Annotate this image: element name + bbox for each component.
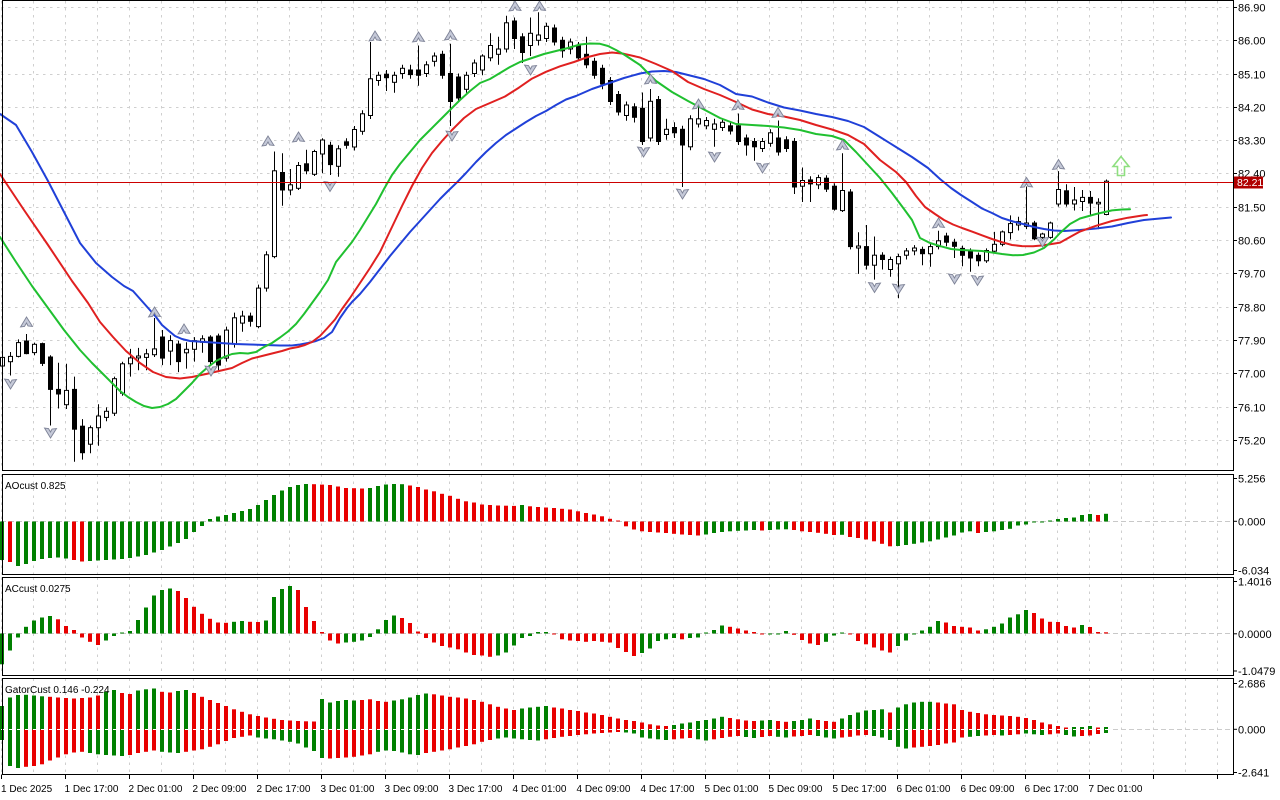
svg-text:85.10: 85.10 bbox=[1238, 70, 1266, 82]
svg-text:75.20: 75.20 bbox=[1238, 436, 1266, 448]
svg-text:76.10: 76.10 bbox=[1238, 403, 1266, 415]
svg-text:1.4016: 1.4016 bbox=[1238, 577, 1272, 589]
svg-text:5 Dec 09:00: 5 Dec 09:00 bbox=[769, 784, 823, 795]
svg-text:5 Dec 17:00: 5 Dec 17:00 bbox=[833, 784, 887, 795]
svg-text:86.00: 86.00 bbox=[1238, 36, 1266, 48]
svg-text:5.256: 5.256 bbox=[1238, 474, 1266, 486]
svg-text:80.60: 80.60 bbox=[1238, 236, 1266, 248]
svg-text:6 Dec 09:00: 6 Dec 09:00 bbox=[961, 784, 1015, 795]
svg-text:2 Dec 01:00: 2 Dec 01:00 bbox=[129, 784, 183, 795]
svg-text:1 Dec 17:00: 1 Dec 17:00 bbox=[65, 784, 119, 795]
svg-text:77.90: 77.90 bbox=[1238, 336, 1266, 348]
svg-text:0.000: 0.000 bbox=[1238, 516, 1266, 528]
svg-text:82.21: 82.21 bbox=[1237, 177, 1263, 189]
svg-text:6 Dec 01:00: 6 Dec 01:00 bbox=[897, 784, 951, 795]
svg-text:0.0000: 0.0000 bbox=[1238, 629, 1272, 641]
svg-text:84.20: 84.20 bbox=[1238, 103, 1266, 115]
svg-text:78.80: 78.80 bbox=[1238, 303, 1266, 315]
svg-text:-1.0479: -1.0479 bbox=[1238, 666, 1275, 678]
svg-text:GatorCust 0.146 -0.224: GatorCust 0.146 -0.224 bbox=[5, 685, 110, 696]
svg-text:7 Dec 01:00: 7 Dec 01:00 bbox=[1089, 784, 1143, 795]
svg-text:3 Dec 17:00: 3 Dec 17:00 bbox=[449, 784, 503, 795]
svg-text:-6.034: -6.034 bbox=[1238, 566, 1269, 578]
svg-text:6 Dec 17:00: 6 Dec 17:00 bbox=[1025, 784, 1079, 795]
svg-text:0.000: 0.000 bbox=[1238, 724, 1266, 736]
svg-text:2 Dec 17:00: 2 Dec 17:00 bbox=[257, 784, 311, 795]
svg-text:2 Dec 09:00: 2 Dec 09:00 bbox=[193, 784, 247, 795]
svg-text:4 Dec 09:00: 4 Dec 09:00 bbox=[577, 784, 631, 795]
svg-text:4 Dec 01:00: 4 Dec 01:00 bbox=[513, 784, 567, 795]
svg-text:1 Dec 2025: 1 Dec 2025 bbox=[1, 784, 53, 795]
svg-text:4 Dec 17:00: 4 Dec 17:00 bbox=[641, 784, 695, 795]
svg-text:3 Dec 09:00: 3 Dec 09:00 bbox=[385, 784, 439, 795]
svg-text:86.90: 86.90 bbox=[1238, 3, 1266, 15]
svg-text:77.00: 77.00 bbox=[1238, 369, 1266, 381]
svg-text:AOcust 0.825: AOcust 0.825 bbox=[5, 481, 66, 492]
svg-text:79.70: 79.70 bbox=[1238, 269, 1266, 281]
svg-text:81.50: 81.50 bbox=[1238, 203, 1266, 215]
svg-text:3 Dec 01:00: 3 Dec 01:00 bbox=[321, 784, 375, 795]
svg-text:ACcust 0.0275: ACcust 0.0275 bbox=[5, 584, 71, 595]
svg-text:2.686: 2.686 bbox=[1238, 679, 1266, 691]
svg-text:-2.641: -2.641 bbox=[1238, 768, 1269, 780]
svg-text:5 Dec 01:00: 5 Dec 01:00 bbox=[705, 784, 759, 795]
svg-text:83.30: 83.30 bbox=[1238, 136, 1266, 148]
